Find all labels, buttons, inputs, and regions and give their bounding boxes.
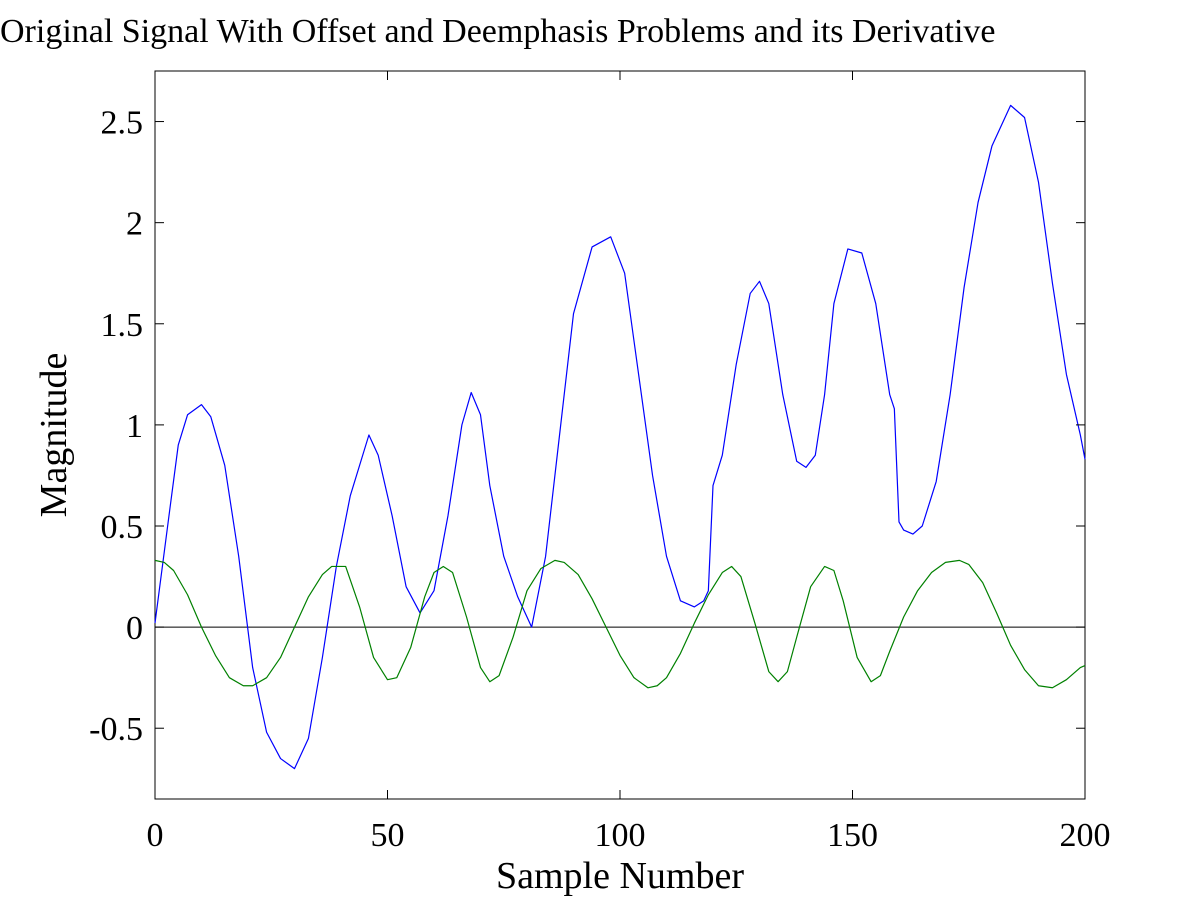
x-tick-label: 150 — [827, 817, 878, 854]
plot-area — [154, 70, 1086, 800]
y-tick-label: -0.5 — [89, 711, 143, 748]
y-axis: -0.5 0 0.5 1 1.5 2 2.5 — [89, 105, 1085, 748]
x-tick-label: 100 — [595, 817, 646, 854]
x-tick-label: 0 — [147, 817, 164, 854]
y-tick-label: 2 — [126, 206, 143, 243]
series-line-2 — [154, 559, 1086, 689]
y-tick-label: 0 — [126, 610, 143, 647]
y-tick-label: 1.5 — [101, 307, 144, 344]
series-line-1 — [154, 104, 1086, 770]
x-axis: 0 50 100 150 200 — [147, 71, 1111, 854]
y-axis-label: Magnitude — [33, 353, 75, 518]
y-tick-label: 0.5 — [101, 509, 144, 546]
x-tick-label: 50 — [371, 817, 405, 854]
y-tick-label: 2.5 — [101, 105, 144, 142]
x-tick-label: 200 — [1060, 817, 1111, 854]
chart-title: Original Signal With Offset and Deemphas… — [0, 13, 995, 50]
y-tick-label: 1 — [126, 408, 143, 445]
x-axis-label: Sample Number — [496, 855, 744, 897]
